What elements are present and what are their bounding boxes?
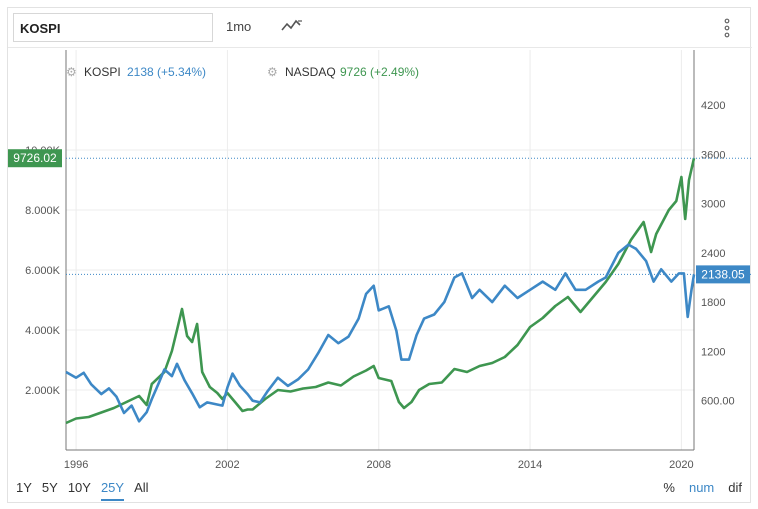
left-tick-label: 2.000K: [25, 385, 61, 397]
series-line-kospi: [65, 243, 696, 423]
chart-plot[interactable]: 1996 2002 2008 2014 2020 2.000K 4.000K 6.000K 8.…: [8, 48, 752, 468]
legend-kospi-name: KOSPI: [84, 65, 121, 79]
x-tick-label: 2002: [215, 459, 239, 468]
right-tick-label: 600.00: [701, 396, 735, 408]
range-button-10y[interactable]: 10Y: [67, 480, 91, 495]
more-options-icon[interactable]: [721, 17, 733, 39]
series-line-nasdaq: [65, 157, 696, 425]
right-tick-label: 1800: [701, 297, 725, 309]
nasdaq-last-value-tag: [8, 149, 62, 168]
line-chart-type-icon[interactable]: [281, 17, 303, 35]
right-tick-label: 4200: [701, 100, 725, 112]
x-tick-label: 2020: [669, 459, 693, 468]
series-layer: [65, 157, 696, 425]
right-tick-label: 3000: [701, 199, 725, 211]
grid: [66, 50, 694, 450]
legend-kospi-value: 2138 (+5.34%): [127, 65, 206, 79]
right-tick-label: 1200: [701, 346, 725, 358]
mode-button-num[interactable]: num: [688, 480, 715, 495]
interval-selector[interactable]: 1mo: [226, 19, 252, 34]
legend-nasdaq-gear-icon[interactable]: ⚙: [267, 65, 278, 79]
chart-toolbar: KOSPI 1mo: [8, 8, 752, 48]
right-tick-label: 3600: [701, 149, 725, 161]
range-button-25y[interactable]: 25Y: [100, 480, 125, 501]
kospi-last-value-tag: [696, 265, 750, 284]
x-tick-label: 1996: [64, 459, 88, 468]
left-tick-label: 6.000K: [25, 265, 61, 277]
legend-kospi-gear-icon[interactable]: ⚙: [66, 65, 77, 79]
legend: ⚙ KOSPI 2138 (+5.34%) ⚙ NASDAQ 9726 (+2.…: [66, 65, 419, 79]
legend-kospi[interactable]: ⚙ KOSPI 2138 (+5.34%): [66, 65, 206, 79]
legend-nasdaq-value: 9726 (+2.49%): [340, 65, 419, 79]
mode-button-percent[interactable]: %: [663, 480, 675, 495]
range-selector: 1Y 5Y 10Y 25Y All: [16, 480, 159, 501]
x-tick-label: 2008: [366, 459, 390, 468]
range-button-all[interactable]: All: [134, 480, 149, 495]
legend-nasdaq[interactable]: ⚙ NASDAQ 9726 (+2.49%): [267, 65, 419, 79]
legend-nasdaq-name: NASDAQ: [285, 65, 336, 79]
nasdaq-last-value-label: 9726.02: [13, 151, 57, 165]
mode-selector: % num dif: [649, 480, 742, 495]
value-tags: 9726.02 2138.05: [8, 149, 752, 284]
range-button-5y[interactable]: 5Y: [41, 480, 58, 495]
mode-button-dif[interactable]: dif: [728, 480, 742, 495]
symbol-input[interactable]: KOSPI: [13, 13, 213, 42]
range-button-1y[interactable]: 1Y: [16, 480, 32, 495]
right-tick-label: 2400: [701, 248, 725, 260]
left-tick-label: 4.000K: [25, 325, 61, 337]
left-tick-label: 8.000K: [25, 205, 61, 217]
x-tick-label: 2014: [518, 459, 542, 468]
kospi-last-value-label: 2138.05: [701, 267, 745, 281]
axes: 1996 2002 2008 2014 2020 2.000K 4.000K 6.000K 8.…: [25, 50, 735, 468]
chart-widget: KOSPI 1mo 1996 2002 2008 2014 2020 2.000K 4.00…: [7, 7, 752, 503]
